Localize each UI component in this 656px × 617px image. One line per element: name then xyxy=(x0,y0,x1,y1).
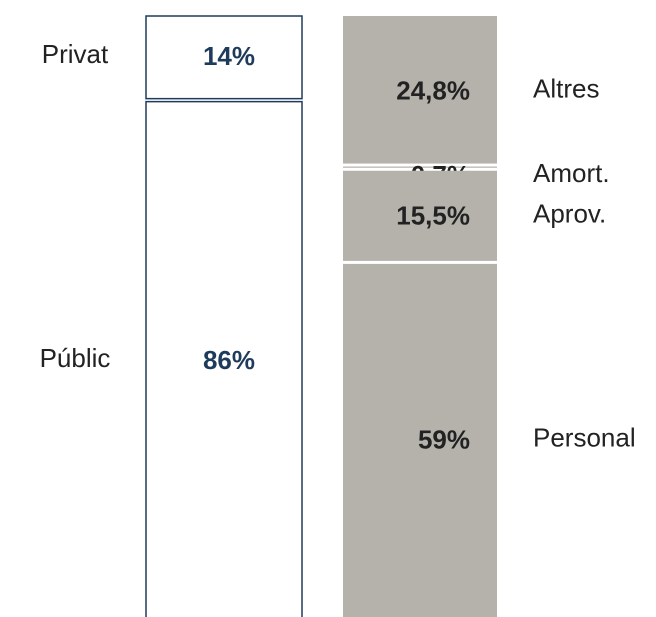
bar-segment xyxy=(145,15,303,100)
category-label: Públic xyxy=(40,343,111,373)
bar-segment xyxy=(343,16,497,164)
value-label: 24,8% xyxy=(396,75,470,105)
bar-segment xyxy=(145,100,303,617)
bar-segment xyxy=(343,170,497,261)
bar-segment xyxy=(343,263,497,617)
value-label: 59% xyxy=(418,425,470,455)
category-label: Amort. xyxy=(533,158,610,188)
value-label: 14% xyxy=(203,41,255,71)
category-label: Aprov. xyxy=(533,199,606,229)
value-label: 86% xyxy=(203,345,255,375)
category-label: Altres xyxy=(533,73,599,103)
category-label: Personal xyxy=(533,423,636,453)
bar-segment xyxy=(343,166,497,168)
value-label: 15,5% xyxy=(396,201,470,231)
category-label: Privat xyxy=(42,39,109,69)
